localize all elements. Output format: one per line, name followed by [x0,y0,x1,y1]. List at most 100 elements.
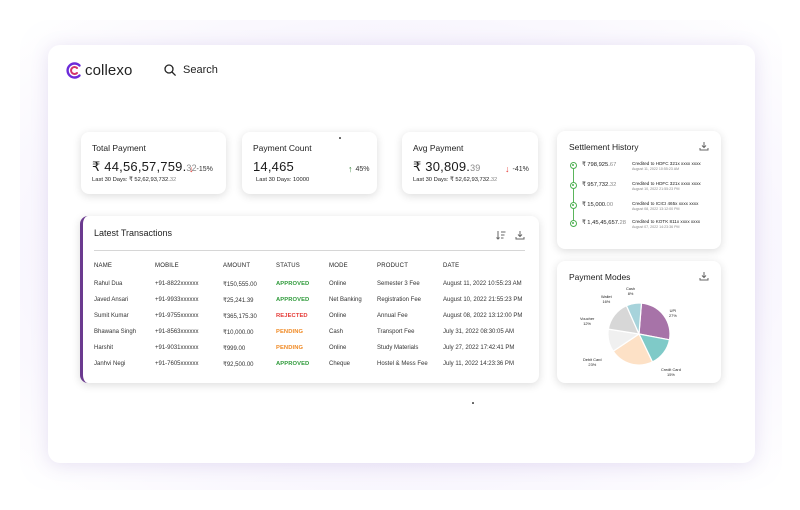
cell-mode: Net Banking [329,297,362,303]
stat-title: Avg Payment [413,143,464,153]
cell-mode: Cheque [329,361,351,367]
cell-mobile: +91-8822xxxxxx [155,281,199,287]
download-icon[interactable] [515,230,525,240]
stat-change: ↓ -15% [189,164,213,174]
pie-label-upi: UPI 27% [669,308,677,318]
status-badge: REJECTED [276,313,308,319]
settlement-amount: ₹ 798,925.67 [582,162,617,168]
decorative-dot [472,402,474,404]
settlement-desc: Credited to ICICI 465x xxxx xxxx [632,201,699,206]
column-header[interactable]: NAME [94,263,113,269]
stat-change: ↓ -41% [505,164,529,174]
arrow-up-icon: ↑ [348,164,353,174]
status-badge: APPROVED [276,281,310,287]
cell-amount: ₹150,555.00 [223,282,257,288]
pie-slice-upi[interactable] [638,302,671,341]
download-icon[interactable] [699,271,709,281]
cell-mobile: +91-8563xxxxxx [155,329,199,335]
collexo-logo-icon [66,62,81,79]
cell-mobile: +91-7605xxxxxx [155,361,199,367]
sort-icon[interactable] [496,230,506,240]
settlement-date: August 07, 2022 14:23:36 PM [632,225,680,229]
settlement-date: August 11, 2022 10:55:23 AM [632,167,680,171]
settlement-amount: ₹ 15,000.00 [582,202,614,208]
cell-mode: Cash [329,329,344,335]
cell-date: August 10, 2022 21:55:23 PM [443,297,523,303]
cell-date: August 11, 2022 10:55:23 AM [443,281,522,287]
section-title: Latest Transactions [94,228,173,238]
cell-name: Rahul Dua [94,281,123,287]
stat-title: Total Payment [92,143,146,153]
cell-amount: ₹10,000.00 [223,330,254,336]
divider [94,250,525,251]
app-name: collexo [85,62,133,79]
settlement-history-card: Settlement History ₹ 798,925.67 Credited… [557,131,721,249]
arrow-down-icon: ↓ [189,164,194,174]
cell-product: Registration Fee [377,297,422,303]
stat-value: 14,465 [253,159,294,174]
column-header[interactable]: DATE [443,263,460,269]
column-header[interactable]: STATUS [276,263,300,269]
cell-mode: Online [329,345,347,351]
stat-last-30-days: Last 30 Days: ₹ 52,62,93,732.32 [92,177,177,183]
stat-value: ₹ 30,809.39 [413,159,481,174]
settlement-desc: Credited to HDFC 321x xxxx xxxx [632,161,701,166]
column-header[interactable]: AMOUNT [223,263,251,269]
stat-last-30-days: Last 30 Days: 10000 [256,177,310,183]
stat-card-avg-payment: Avg Payment ₹ 30,809.39 ↓ -41% Last 30 Da… [402,132,538,194]
payment-modes-pie-chart [607,302,671,366]
cell-date: July 11, 2022 14:23:36 PM [443,361,514,367]
settlement-desc: Credited to HDFC 321x xxxx xxxx [632,181,701,186]
cell-date: July 27, 2022 17:42:41 PM [443,345,515,351]
download-icon[interactable] [699,141,709,151]
settlement-date: August 10, 2022 21:55:23 PM [632,187,680,191]
column-header[interactable]: MOBILE [155,263,179,269]
cell-amount: ₹365,175.30 [223,314,257,320]
timeline-dot-icon [570,220,577,227]
pie-label-cash: Cash 8% [626,286,636,296]
table-toolbar [496,230,525,240]
status-badge: PENDING [276,345,304,351]
cell-date: July 31, 2022 08:30:05 AM [443,329,515,335]
cell-product: Transport Fee [377,329,415,335]
cell-mobile: +91-9755xxxxxx [155,313,199,319]
pie-label-debit-card: Debit Card 23% [583,357,602,367]
cell-mode: Online [329,281,347,287]
cell-mobile: +91-9933xxxxxx [155,297,199,303]
column-header[interactable]: MODE [329,263,348,269]
cell-amount: ₹92,500.00 [223,362,254,368]
stat-change: ↑ 45% [348,164,370,174]
settlement-desc: Credited to KOTK 811x xxxx xxxx [632,219,701,224]
stat-card-payment-count: Payment Count 14,465 ↑ 45% Last 30 Days: … [242,132,377,194]
column-header[interactable]: PRODUCT [377,263,409,269]
search-icon [164,64,176,76]
timeline-dot-icon [570,162,577,169]
pie-label-credit-card: Credit Card 15% [661,367,681,377]
pie-slice-debit-card[interactable] [612,333,654,366]
status-badge: APPROVED [276,297,310,303]
search-label: Search [183,64,218,76]
logo[interactable]: collexo [66,62,132,79]
cell-amount: ₹25,241.39 [223,298,254,304]
pie-slice-cash[interactable] [625,302,643,335]
timeline-dot-icon [570,202,577,209]
arrow-down-icon: ↓ [505,164,510,174]
cell-name: Janhvi Negi [94,361,126,367]
cell-name: Sumit Kumar [94,313,129,319]
cell-name: Harshit [94,345,114,351]
latest-transactions-card: Latest Transactions NAME MOBILE AMOUNT S… [80,216,539,383]
timeline-line [573,165,574,227]
stat-card-total-payment: Total Payment ₹ 44,56,57,759.32 ↓ -15% La… [81,132,226,194]
cell-product: Study Materials [377,345,419,351]
timeline-dot-icon [570,182,577,189]
cell-product: Annual Fee [377,313,408,319]
stat-title: Payment Count [253,143,312,153]
stat-last-30-days: Last 30 Days: ₹ 52,62,93,732.32 [413,177,498,183]
section-title: Payment Modes [569,272,631,282]
cell-date: August 08, 2022 13:12:00 PM [443,313,523,319]
settlement-amount: ₹ 1,45,45,657.28 [582,220,626,226]
cell-mobile: +91-9031xxxxxx [155,345,199,351]
search-button[interactable]: Search [164,64,218,76]
settlement-date: August 08, 2022 13:12:00 PM [632,207,680,211]
pie-label-wallet: Wallet 16% [601,294,612,304]
